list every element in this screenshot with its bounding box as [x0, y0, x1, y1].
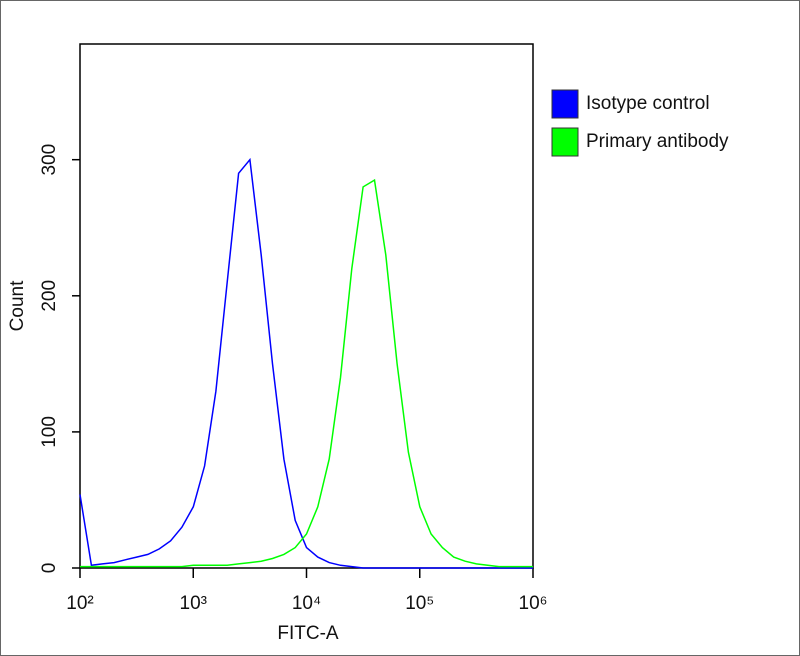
x-tick-label: 10⁵	[405, 593, 434, 614]
series-line	[80, 178, 533, 568]
x-tick-label: 10³	[180, 593, 207, 614]
x-axis-label: FITC-A	[277, 623, 339, 644]
y-tick-label: 200	[39, 280, 60, 312]
legend-swatch	[551, 127, 579, 157]
series-line	[79, 157, 533, 569]
x-tick-label: 10⁶	[519, 593, 548, 614]
legend-label: Primary antibody	[586, 131, 729, 152]
legend-swatch	[551, 89, 579, 119]
y-tick-label: 300	[39, 144, 60, 176]
x-tick-label: 10²	[66, 593, 93, 614]
y-axis-label: Count	[7, 280, 28, 331]
legend-label: Isotype control	[586, 93, 710, 114]
x-tick-label: 10⁴	[292, 593, 321, 614]
y-tick-label: 100	[39, 416, 60, 448]
y-tick-label: 0	[39, 563, 60, 574]
